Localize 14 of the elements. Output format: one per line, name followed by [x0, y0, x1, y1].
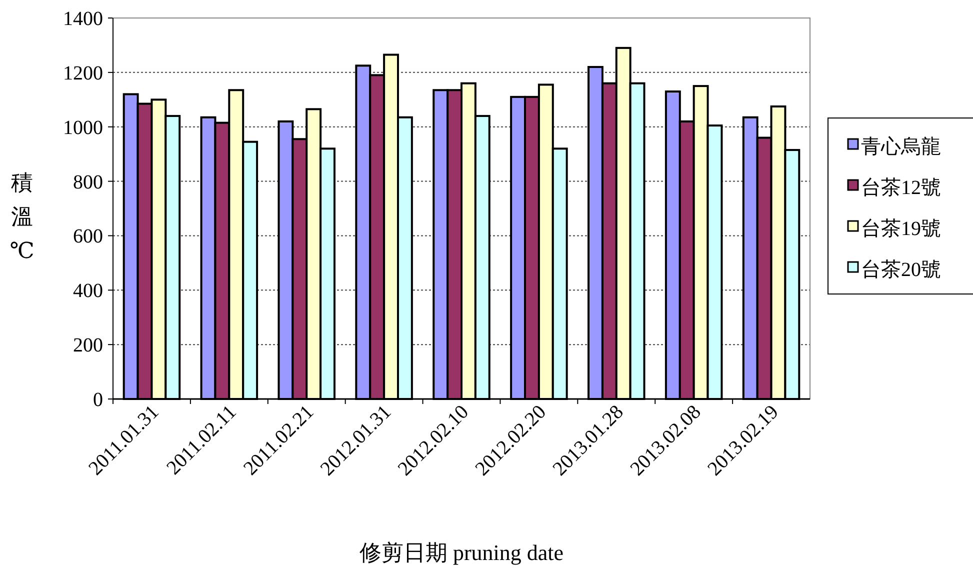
y-axis-title: 積溫℃ [10, 170, 34, 263]
legend-label: 台茶12號 [861, 177, 941, 199]
y-tick-label: 1400 [63, 8, 103, 30]
legend-label: 青心烏龍 [861, 136, 941, 158]
y-tick-label: 600 [73, 226, 103, 248]
y-tick-label: 400 [73, 280, 103, 302]
legend-label: 台茶19號 [861, 218, 941, 240]
y-tick-label: 1200 [63, 62, 103, 84]
x-axis-title: 修剪日期 pruning date [359, 540, 564, 565]
y-tick-label: 200 [73, 334, 103, 357]
y-tick-label: 1000 [63, 116, 103, 139]
y-tick-label: 0 [93, 389, 103, 411]
legend-label: 台茶20號 [861, 259, 941, 281]
y-tick-label: 800 [73, 171, 103, 194]
